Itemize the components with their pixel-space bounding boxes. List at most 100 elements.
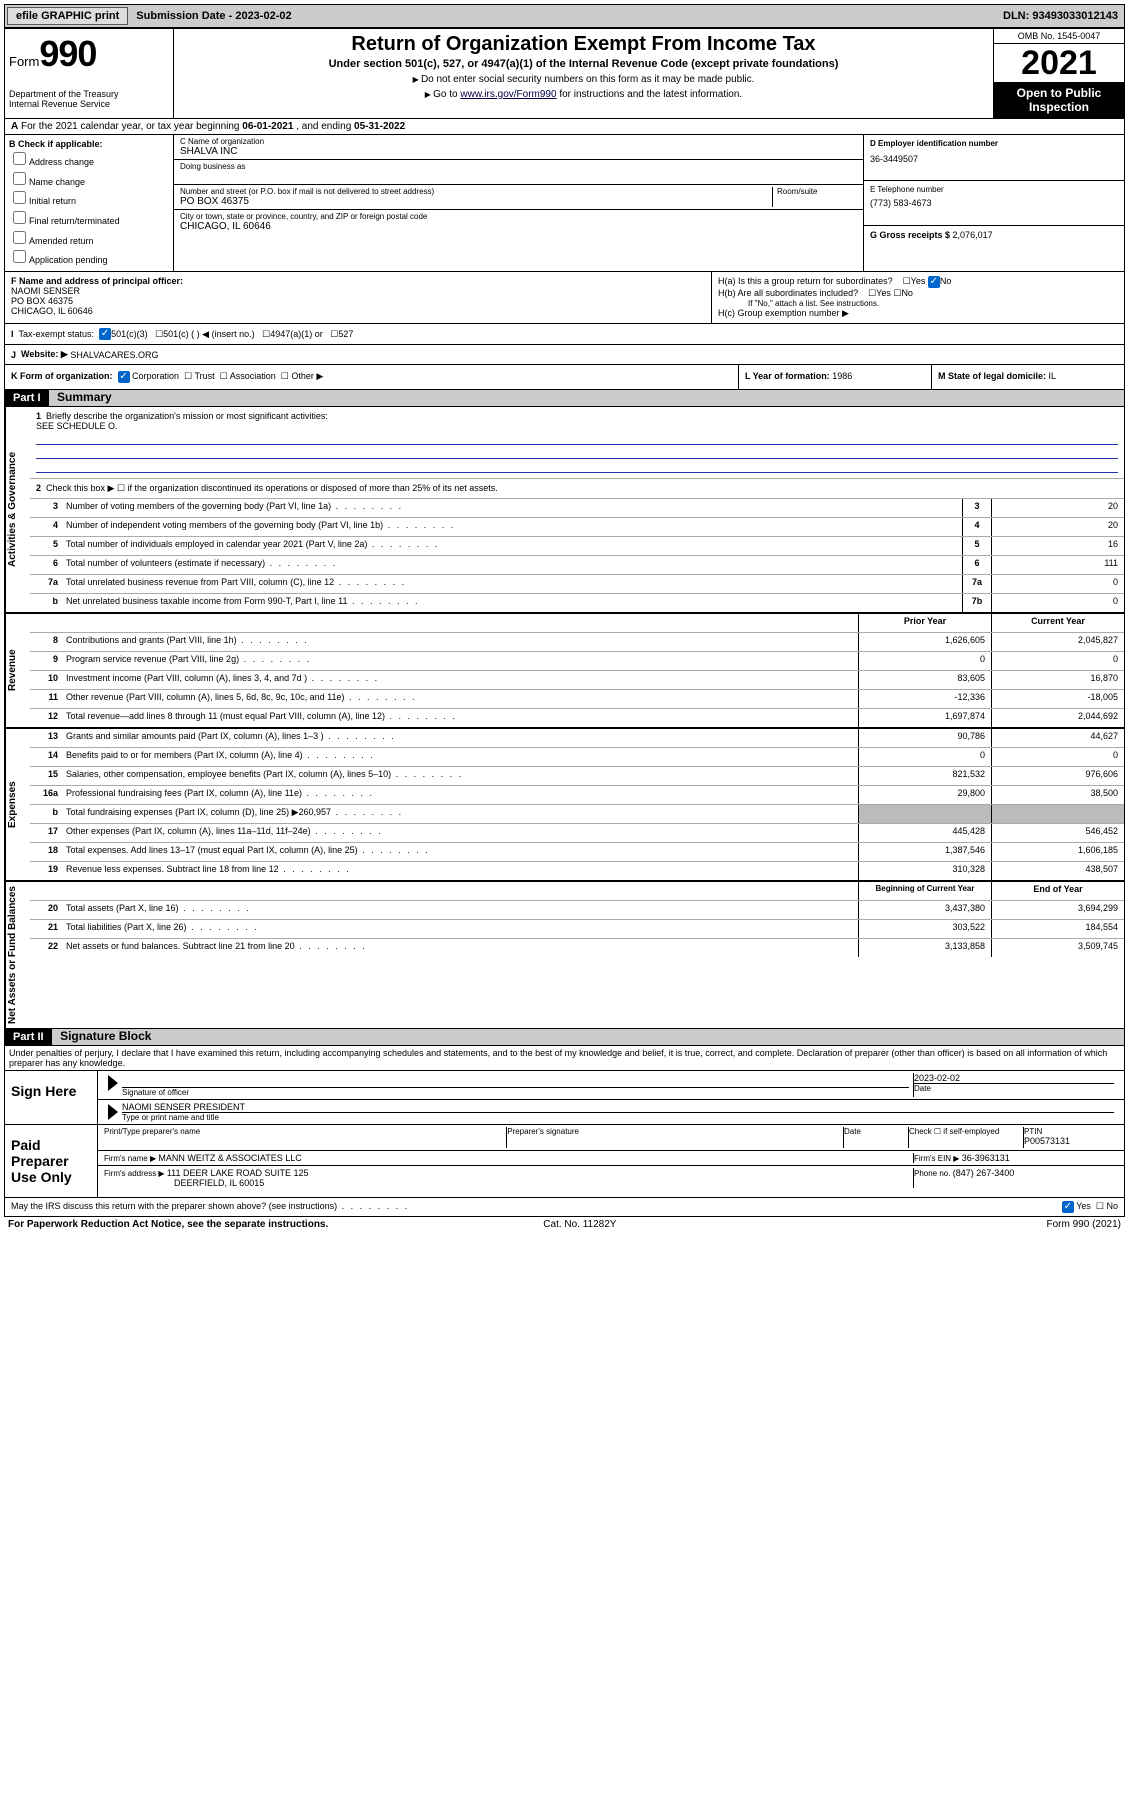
footer-formno: Form 990 (2021) [1047, 1219, 1121, 1230]
col-b-checkboxes: B Check if applicable: Address change Na… [5, 135, 174, 271]
org-name-label: C Name of organization [180, 137, 857, 146]
col-prior-year: Prior Year [858, 614, 991, 632]
phone-value: (773) 583-4673 [870, 194, 1118, 208]
sig-arrow-icon [108, 1075, 118, 1091]
topbar: efile GRAPHIC print Submission Date - 20… [4, 4, 1125, 28]
room-label: Room/suite [777, 187, 857, 196]
row-j-website: J Website: ▶ SHALVACARES.ORG [4, 345, 1125, 365]
summary-line: 14Benefits paid to or for members (Part … [30, 748, 1124, 767]
summary-line: 21Total liabilities (Part X, line 26)303… [30, 920, 1124, 939]
q2-checkbox-line: 2 Check this box ▶ ☐ if the organization… [30, 479, 1124, 499]
summary-line: 13Grants and similar amounts paid (Part … [30, 729, 1124, 748]
firm-addr2: DEERFIELD, IL 60015 [104, 1178, 264, 1188]
paid-preparer-label: Paid Preparer Use Only [5, 1125, 98, 1197]
dept-treasury: Department of the Treasury Internal Reve… [9, 89, 169, 109]
chk-amended[interactable]: Amended return [9, 228, 169, 248]
firm-ein: 36-3963131 [962, 1153, 1010, 1163]
tab-revenue: Revenue [5, 614, 30, 727]
sig-date-value: 2023-02-02 [914, 1073, 1114, 1083]
principal-officer: F Name and address of principal officer:… [5, 272, 712, 323]
summary-line: bTotal fundraising expenses (Part IX, co… [30, 805, 1124, 824]
row-k-formorg: K Form of organization: ✓ Corporation ☐ … [5, 365, 738, 389]
row-m-state: M State of legal domicile: IL [931, 365, 1124, 389]
firm-phone: (847) 267-3400 [953, 1168, 1015, 1178]
phone-label: E Telephone number [870, 185, 1118, 194]
form-subtitle: Under section 501(c), 527, or 4947(a)(1)… [180, 58, 987, 70]
chk-final-return[interactable]: Final return/terminated [9, 208, 169, 228]
efile-btn[interactable]: efile GRAPHIC print [7, 7, 128, 25]
summary-line: 17Other expenses (Part IX, column (A), l… [30, 824, 1124, 843]
irs-link[interactable]: www.irs.gov/Form990 [460, 89, 556, 100]
tax-year: 2021 [994, 44, 1124, 82]
open-public: Open to Public Inspection [994, 82, 1124, 118]
summary-line: 3Number of voting members of the governi… [30, 499, 1124, 518]
ptin-label: PTIN [1024, 1127, 1114, 1136]
omb-number: OMB No. 1545-0047 [994, 29, 1124, 44]
dba-label: Doing business as [180, 162, 857, 171]
chk-initial-return[interactable]: Initial return [9, 188, 169, 208]
summary-line: 6Total number of volunteers (estimate if… [30, 556, 1124, 575]
addr-label: Number and street (or P.O. box if mail i… [180, 187, 772, 196]
form-title: Return of Organization Exempt From Incom… [180, 33, 987, 56]
prep-date-label: Date [844, 1127, 904, 1136]
ptin-value: P00573131 [1024, 1136, 1114, 1146]
summary-line: 5Total number of individuals employed in… [30, 537, 1124, 556]
form-header: Form990 Department of the Treasury Inter… [4, 28, 1125, 119]
summary-line: 20Total assets (Part X, line 16)3,437,38… [30, 901, 1124, 920]
tab-expenses: Expenses [5, 729, 30, 880]
tab-netassets: Net Assets or Fund Balances [5, 882, 30, 1028]
firm-addr1: 111 DEER LAKE ROAD SUITE 125 [167, 1168, 309, 1178]
chk-name-change[interactable]: Name change [9, 169, 169, 189]
ein-value: 36-3449507 [870, 148, 1118, 164]
prep-sig-label: Preparer's signature [507, 1127, 839, 1136]
summary-line: 18Total expenses. Add lines 13–17 (must … [30, 843, 1124, 862]
summary-line: 8Contributions and grants (Part VIII, li… [30, 633, 1124, 652]
summary-line: 12Total revenue—add lines 8 through 11 (… [30, 709, 1124, 727]
form-number: Form990 [9, 33, 169, 75]
q1-value: SEE SCHEDULE O. [36, 421, 118, 431]
part-ii-title: Signature Block [54, 1029, 151, 1043]
prep-self-employed: Check ☐ if self-employed [909, 1127, 1024, 1148]
sig-officer-label: Signature of officer [122, 1087, 909, 1097]
summary-line: 9Program service revenue (Part VIII, lin… [30, 652, 1124, 671]
firm-name: MANN WEITZ & ASSOCIATES LLC [158, 1153, 301, 1163]
org-city: CHICAGO, IL 60646 [180, 221, 857, 232]
q1-label: Briefly describe the organization's miss… [46, 411, 328, 421]
prep-name-label: Print/Type preparer's name [104, 1127, 502, 1136]
chk-app-pending[interactable]: Application pending [9, 247, 169, 267]
summary-line: 11Other revenue (Part VIII, column (A), … [30, 690, 1124, 709]
col-end-year: End of Year [991, 882, 1124, 900]
row-i-taxexempt: I Tax-exempt status: ✓ 501(c)(3) ☐ 501(c… [4, 324, 1125, 345]
summary-line: 10Investment income (Part VIII, column (… [30, 671, 1124, 690]
summary-line: bNet unrelated business taxable income f… [30, 594, 1124, 612]
summary-line: 4Number of independent voting members of… [30, 518, 1124, 537]
org-name: SHALVA INC [180, 146, 857, 157]
row-a-taxyear: A For the 2021 calendar year, or tax yea… [4, 119, 1125, 135]
row-l-year: L Year of formation: 1986 [738, 365, 931, 389]
col-current-year: Current Year [991, 614, 1124, 632]
ein-label: D Employer identification number [870, 139, 1118, 148]
sig-arrow-icon-2 [108, 1104, 118, 1120]
tab-governance: Activities & Governance [5, 407, 30, 612]
sig-date-label: Date [914, 1083, 1114, 1093]
sign-here-label: Sign Here [5, 1071, 98, 1124]
part-i-header: Part I [5, 390, 49, 406]
org-address: PO BOX 46375 [180, 196, 772, 207]
summary-line: 7aTotal unrelated business revenue from … [30, 575, 1124, 594]
city-label: City or town, state or province, country… [180, 212, 857, 221]
footer-left: For Paperwork Reduction Act Notice, see … [8, 1219, 328, 1230]
footer-catno: Cat. No. 11282Y [543, 1219, 616, 1230]
dln: DLN: 93493033012143 [1003, 10, 1124, 22]
summary-line: 22Net assets or fund balances. Subtract … [30, 939, 1124, 957]
form-note-2: Go to www.irs.gov/Form990 for instructio… [180, 89, 987, 100]
sig-name-label: Type or print name and title [122, 1112, 1114, 1122]
summary-line: 15Salaries, other compensation, employee… [30, 767, 1124, 786]
sig-declaration: Under penalties of perjury, I declare th… [5, 1046, 1124, 1070]
form-note-1: Do not enter social security numbers on … [180, 74, 987, 85]
submission-date: Submission Date - 2023-02-02 [130, 10, 297, 22]
chk-address-change[interactable]: Address change [9, 149, 169, 169]
group-return: H(a) Is this a group return for subordin… [712, 272, 1124, 323]
col-begin-year: Beginning of Current Year [858, 882, 991, 900]
part-i-title: Summary [51, 390, 112, 404]
sig-name-value: NAOMI SENSER PRESIDENT [122, 1102, 1114, 1112]
